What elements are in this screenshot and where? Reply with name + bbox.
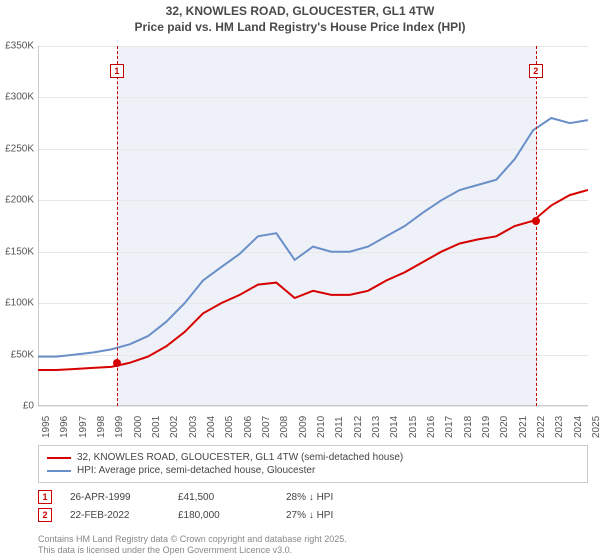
y-tick-label: £200K — [5, 195, 34, 206]
plot-svg — [38, 46, 588, 406]
chart-area: £0£50K£100K£150K£200K£250K£300K£350K 199… — [38, 46, 588, 406]
x-tick-label: 1999 — [114, 416, 125, 438]
title-line1: 32, KNOWLES ROAD, GLOUCESTER, GL1 4TW — [0, 4, 600, 20]
x-tick-label: 2013 — [371, 416, 382, 438]
x-tick-label: 2012 — [353, 416, 364, 438]
x-tick-label: 2000 — [133, 416, 144, 438]
y-tick-label: £50K — [11, 349, 34, 360]
legend-label: HPI: Average price, semi-detached house,… — [77, 465, 315, 476]
y-tick-label: £150K — [5, 246, 34, 257]
transaction-delta: 27% ↓ HPI — [286, 510, 376, 521]
y-tick-label: £350K — [5, 41, 34, 52]
x-tick-label: 1995 — [41, 416, 52, 438]
x-tick-label: 1998 — [96, 416, 107, 438]
chart-container: 32, KNOWLES ROAD, GLOUCESTER, GL1 4TW Pr… — [0, 0, 600, 560]
x-tick-label: 2021 — [518, 416, 529, 438]
legend-label: 32, KNOWLES ROAD, GLOUCESTER, GL1 4TW (s… — [77, 452, 403, 463]
transaction-price: £41,500 — [178, 492, 268, 503]
x-tick-label: 2009 — [298, 416, 309, 438]
title-line2: Price paid vs. HM Land Registry's House … — [0, 20, 600, 36]
footer-line2: This data is licensed under the Open Gov… — [38, 545, 347, 556]
x-tick-label: 2005 — [224, 416, 235, 438]
transaction-price: £180,000 — [178, 510, 268, 521]
marker-point — [532, 217, 540, 225]
title-block: 32, KNOWLES ROAD, GLOUCESTER, GL1 4TW Pr… — [0, 0, 600, 35]
transaction-delta: 28% ↓ HPI — [286, 492, 376, 503]
x-tick-label: 2025 — [591, 416, 600, 438]
legend: 32, KNOWLES ROAD, GLOUCESTER, GL1 4TW (s… — [38, 445, 588, 483]
transaction-marker: 2 — [38, 508, 52, 522]
x-tick-label: 2015 — [408, 416, 419, 438]
x-tick-label: 2017 — [444, 416, 455, 438]
transaction-table: 1 26-APR-1999 £41,500 28% ↓ HPI 2 22-FEB-2022… — [38, 490, 588, 526]
x-tick-label: 2002 — [169, 416, 180, 438]
marker-box: 1 — [110, 64, 124, 78]
x-tick-label: 2001 — [151, 416, 162, 438]
footer-note: Contains HM Land Registry data © Crown c… — [38, 534, 347, 556]
x-tick-label: 1997 — [78, 416, 89, 438]
x-tick-label: 2024 — [573, 416, 584, 438]
legend-row: HPI: Average price, semi-detached house,… — [47, 465, 579, 476]
footer-line1: Contains HM Land Registry data © Crown c… — [38, 534, 347, 545]
legend-row: 32, KNOWLES ROAD, GLOUCESTER, GL1 4TW (s… — [47, 452, 579, 463]
transaction-row: 2 22-FEB-2022 £180,000 27% ↓ HPI — [38, 508, 588, 522]
x-tick-label: 2007 — [261, 416, 272, 438]
x-tick-label: 2006 — [243, 416, 254, 438]
legend-swatch — [47, 470, 71, 472]
transaction-date: 26-APR-1999 — [70, 492, 160, 503]
y-tick-label: £100K — [5, 298, 34, 309]
marker-dashed-line — [536, 46, 537, 406]
x-tick-label: 1996 — [59, 416, 70, 438]
x-tick-label: 2018 — [463, 416, 474, 438]
y-tick-label: £300K — [5, 92, 34, 103]
x-tick-label: 2022 — [536, 416, 547, 438]
x-tick-label: 2004 — [206, 416, 217, 438]
x-tick-label: 2023 — [554, 416, 565, 438]
x-tick-label: 2011 — [334, 416, 345, 438]
y-tick-label: £250K — [5, 143, 34, 154]
transaction-row: 1 26-APR-1999 £41,500 28% ↓ HPI — [38, 490, 588, 504]
x-tick-label: 2003 — [188, 416, 199, 438]
x-tick-label: 2016 — [426, 416, 437, 438]
transaction-marker: 1 — [38, 490, 52, 504]
x-tick-label: 2008 — [279, 416, 290, 438]
marker-dashed-line — [117, 46, 118, 406]
x-tick-label: 2019 — [481, 416, 492, 438]
y-tick-label: £0 — [23, 401, 34, 412]
legend-swatch — [47, 457, 71, 459]
x-tick-label: 2020 — [499, 416, 510, 438]
marker-point — [113, 359, 121, 367]
x-tick-label: 2014 — [389, 416, 400, 438]
marker-box: 2 — [529, 64, 543, 78]
transaction-date: 22-FEB-2022 — [70, 510, 160, 521]
x-tick-label: 2010 — [316, 416, 327, 438]
